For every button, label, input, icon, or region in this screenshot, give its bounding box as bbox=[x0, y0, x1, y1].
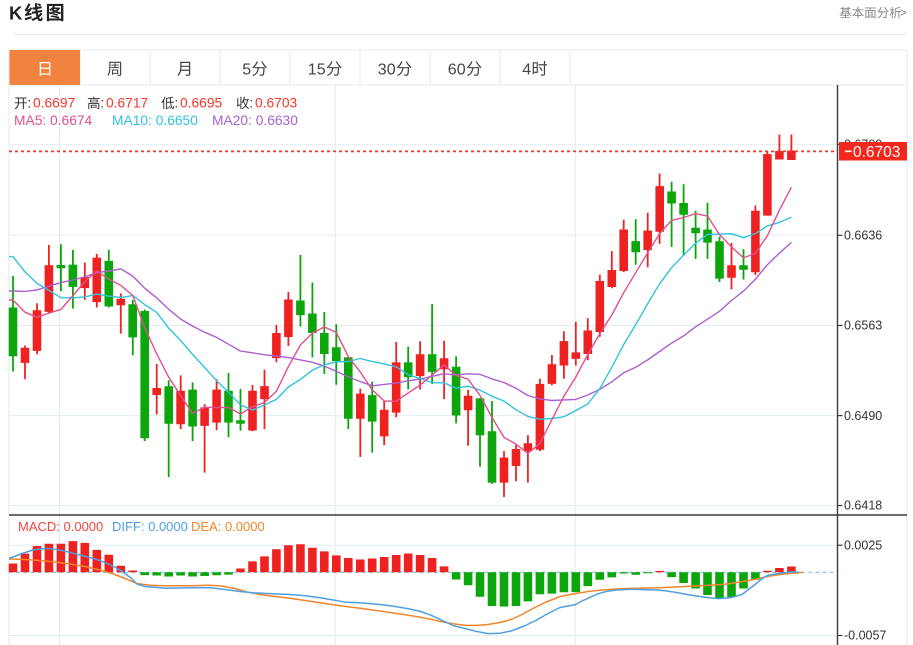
svg-text:4: 4 bbox=[522, 62, 531, 79]
svg-text:0.6490: 0.6490 bbox=[844, 409, 882, 423]
svg-text:0.6563: 0.6563 bbox=[844, 319, 882, 333]
svg-text:30: 30 bbox=[378, 62, 396, 79]
svg-text::: : bbox=[249, 96, 253, 111]
svg-text:DIFF: 0.0000: DIFF: 0.0000 bbox=[112, 519, 188, 534]
svg-text:60: 60 bbox=[448, 62, 466, 79]
svg-text:0.6697: 0.6697 bbox=[33, 96, 75, 111]
svg-text:0.6418: 0.6418 bbox=[844, 499, 882, 513]
svg-text:0.0025: 0.0025 bbox=[844, 538, 882, 552]
svg-text:>: > bbox=[900, 6, 907, 20]
svg-text:0.6703: 0.6703 bbox=[853, 144, 900, 161]
svg-text::: : bbox=[100, 96, 104, 111]
svg-text:MACD: 0.0000: MACD: 0.0000 bbox=[18, 519, 103, 534]
svg-text:-0.0057: -0.0057 bbox=[844, 629, 886, 643]
svg-text:MA5: 0.6674: MA5: 0.6674 bbox=[14, 113, 93, 128]
svg-text::: : bbox=[174, 96, 178, 111]
svg-text:0.6703: 0.6703 bbox=[255, 96, 298, 111]
svg-text:0.6636: 0.6636 bbox=[844, 229, 882, 243]
svg-text:K: K bbox=[9, 3, 23, 24]
svg-text:DEA: 0.0000: DEA: 0.0000 bbox=[191, 519, 265, 534]
svg-text::: : bbox=[27, 96, 31, 111]
svg-text:0.6717: 0.6717 bbox=[106, 96, 148, 111]
svg-text:0.6695: 0.6695 bbox=[180, 96, 223, 111]
svg-text:MA10: 0.6650: MA10: 0.6650 bbox=[112, 113, 198, 128]
svg-text:15: 15 bbox=[308, 62, 326, 79]
svg-text:MA20: 0.6630: MA20: 0.6630 bbox=[212, 113, 298, 128]
svg-text:5: 5 bbox=[242, 62, 251, 79]
